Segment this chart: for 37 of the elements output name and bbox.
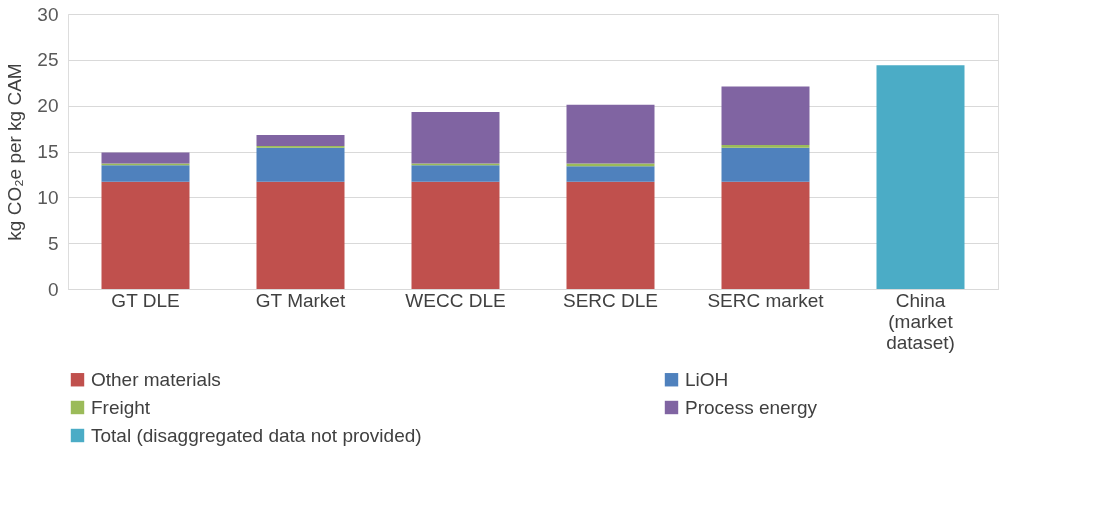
x-tick-label: GT DLE [111,289,180,311]
bar [721,86,810,146]
legend-label: LiOH [685,368,729,390]
y-tick-label: 15 [37,141,59,162]
bar [256,147,345,182]
bar [411,165,500,182]
bar [566,104,655,164]
x-tick-label: SERC market [707,289,825,311]
x-tick-label: SERC DLE [562,289,659,311]
bar [101,181,190,289]
legend-label: Freight [91,396,151,418]
y-tick-label: 25 [37,49,59,71]
bar [566,181,655,289]
bar [101,165,190,182]
y-tick-label: 20 [37,95,59,117]
bar [411,112,500,164]
bar [876,65,965,289]
legend-label: Other materials [91,368,221,390]
bar [566,163,655,167]
bar [256,181,345,289]
x-tick-label: GT Market [255,289,346,311]
bar [721,181,810,289]
y-axis-title: kg CO₂e per kg CAM [4,63,26,241]
y-tick-label: 30 [37,3,59,25]
x-tick-label: WECC DLE [405,289,506,311]
y-tick-label: 10 [37,186,59,208]
bar [411,181,500,289]
legend-label: Process energy [685,396,818,418]
y-tick-label: 5 [47,232,59,254]
x-tick-label: China (market dataset) [886,289,955,353]
bar [721,145,810,148]
bar [101,152,190,164]
bar [256,135,345,146]
legend-label: Total (disaggregated data not provided) [91,424,422,446]
bar [566,166,655,182]
bar [721,147,810,182]
y-tick-label: 0 [47,278,59,300]
